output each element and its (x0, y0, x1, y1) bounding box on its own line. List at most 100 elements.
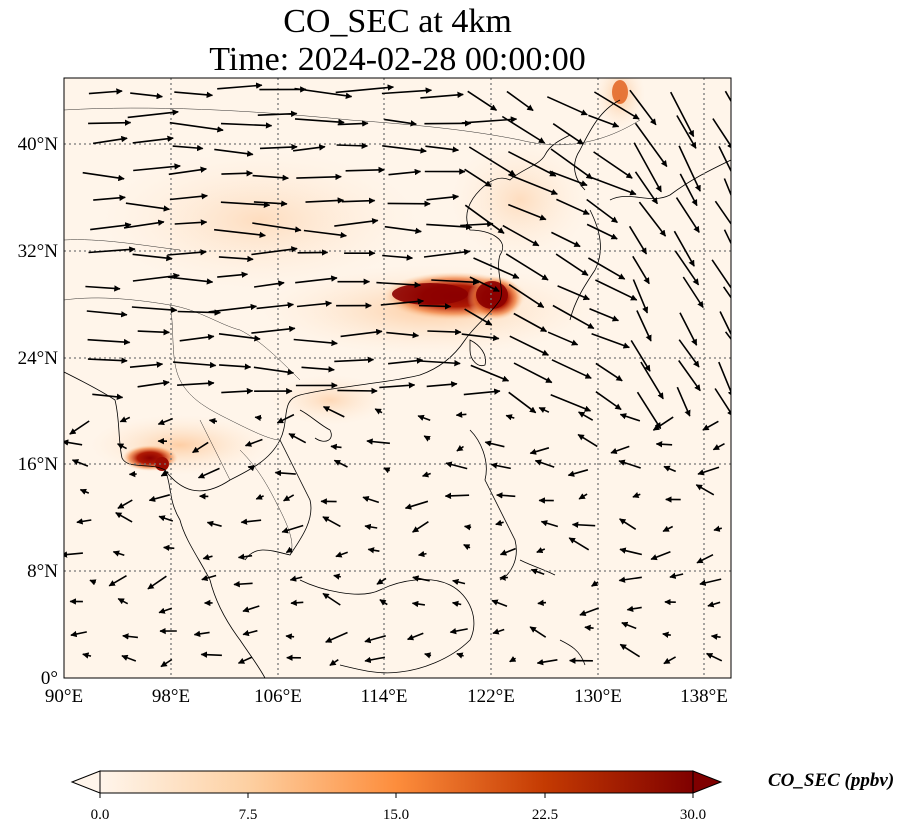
wind-arrow (382, 254, 414, 261)
wind-arrow (341, 197, 376, 204)
wind-arrow (629, 89, 657, 126)
wind-arrow (333, 459, 348, 468)
wind-arrow (505, 253, 549, 281)
wind-arrow (158, 515, 174, 522)
wind-arrow (632, 279, 649, 314)
wind-arrow (702, 420, 719, 431)
wind-arrow (345, 166, 385, 174)
wind-arrow (221, 387, 254, 395)
wind-arrow (502, 224, 540, 247)
wind-arrow (495, 519, 504, 526)
wind-arrow (214, 148, 254, 157)
wind-arrow (237, 553, 253, 560)
wind-arrow (634, 171, 659, 205)
lat-tick-label: 8°N (27, 561, 58, 582)
wind-arrow (86, 310, 128, 318)
wind-arrow (567, 469, 589, 477)
wind-arrow (632, 492, 641, 499)
wind-arrow (200, 651, 222, 658)
wind-arrow (421, 471, 431, 478)
wind-arrow (386, 331, 420, 339)
wind-arrow (513, 362, 553, 384)
wind-arrow (201, 574, 217, 582)
wind-arrow (340, 328, 383, 338)
wind-arrow (550, 394, 592, 412)
wind-arrow (552, 123, 584, 145)
wind-arrow (619, 643, 641, 658)
wind-arrow (626, 605, 642, 613)
wind-arrow (137, 379, 170, 388)
wind-arrow (618, 459, 641, 469)
wind-arrow (461, 333, 500, 342)
wind-arrow (274, 469, 296, 477)
wind-arrow (632, 255, 650, 285)
wind-arrow (723, 178, 731, 197)
lon-tick-label: 130°E (574, 686, 622, 707)
wind-arrow (469, 276, 500, 293)
wind-arrow (88, 88, 123, 95)
wind-arrow (710, 633, 721, 640)
wind-arrow (218, 333, 261, 342)
wind-arrow (676, 115, 697, 149)
wind-arrow (557, 285, 590, 301)
wind-arrow (423, 435, 431, 442)
wind-arrow (132, 272, 180, 282)
wind-arrow (464, 308, 493, 326)
wind-arrow (417, 414, 431, 421)
wind-arrow (568, 537, 590, 551)
wind-arrow (252, 222, 302, 233)
wind-arrow (456, 652, 464, 659)
wind-arrow (293, 338, 338, 347)
wind-arrow (192, 441, 209, 454)
wind-arrow (587, 257, 626, 280)
wind-arrow (628, 225, 648, 255)
wind-arrow (412, 521, 429, 533)
wind-arrow (325, 631, 348, 643)
wind-arrow (714, 388, 731, 417)
wind-arrow (678, 339, 700, 368)
lon-tick-label: 122°E (467, 686, 515, 707)
wind-arrow (244, 438, 263, 447)
wind-arrow (679, 173, 698, 207)
wind-arrow (335, 84, 395, 94)
wind-arrow (301, 366, 335, 373)
wind-arrow (571, 521, 596, 528)
concentration-field (90, 78, 645, 475)
wind-arrow (294, 87, 353, 99)
wind-arrow (538, 406, 550, 414)
wind-arrow (529, 626, 547, 638)
wind-arrow (281, 524, 304, 534)
wind-arrow (431, 278, 480, 286)
wind-arrow (71, 459, 89, 467)
wind-arrow (484, 440, 505, 448)
colorbar: 0.0 7.5 15.0 22.5 30.0 (70, 770, 723, 823)
wind-arrow (419, 359, 461, 367)
wind-arrow (586, 223, 618, 240)
wind-arrow (79, 488, 90, 495)
wind-arrow (168, 166, 207, 176)
wind-arrow (619, 518, 637, 530)
wind-arrow (578, 493, 588, 500)
wind-arrow (163, 544, 175, 552)
wind-arrow (334, 217, 379, 227)
wind-arrow (697, 466, 720, 476)
wind-arrow (129, 361, 164, 368)
wind-arrow (551, 231, 581, 248)
wind-arrow (673, 230, 695, 267)
wind-arrow (220, 201, 271, 209)
wind-arrow (296, 173, 342, 181)
wind-arrow (663, 656, 676, 665)
wind-arrow (468, 146, 516, 177)
colorbar-tick-label: 15.0 (383, 807, 409, 823)
wind-arrow (470, 364, 510, 382)
wind-arrow (699, 578, 722, 586)
wind-arrow (82, 171, 125, 182)
wind-arrow (322, 405, 345, 418)
lon-tick-label: 90°E (45, 686, 83, 707)
wind-arrow (158, 607, 173, 614)
colorbar-tick-label: 30.0 (680, 807, 706, 823)
plume-myanmar (122, 445, 178, 471)
wind-arrow (473, 257, 520, 279)
wind-arrow (119, 416, 131, 423)
wind-arrow (638, 201, 667, 237)
